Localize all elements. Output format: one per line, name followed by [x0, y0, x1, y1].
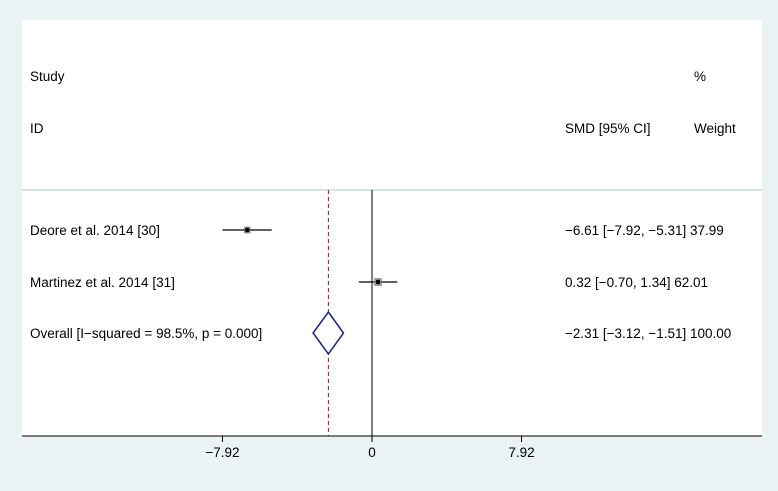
study-label: Deore et al. 2014 [30] — [30, 223, 160, 238]
study-row: Martinez et al. 2014 [31] 0.32 [−0.70, 1… — [30, 275, 708, 290]
point-estimate — [244, 227, 250, 233]
overall-label: Overall [I−squared = 98.5%, p = 0.000] — [30, 326, 262, 341]
x-tick-label: −7.92 — [205, 445, 239, 460]
plot-area — [22, 20, 762, 436]
x-axis-ticks: −7.92 0 7.92 — [205, 436, 535, 460]
overall-ci-text: −2.31 [−3.12, −1.51] 100.00 — [565, 326, 731, 341]
header-percent: % — [694, 69, 706, 84]
x-tick-label: 7.92 — [508, 445, 534, 460]
overall-diamond — [312, 310, 345, 356]
study-ci-text: 0.32 [−0.70, 1.34] 62.01 — [565, 275, 708, 290]
study-label: Martinez et al. 2014 [31] — [30, 275, 175, 290]
header-smd-ci: SMD [95% CI] — [565, 121, 651, 136]
study-row: Deore et al. 2014 [30] −6.61 [−7.92, −5.… — [30, 223, 724, 238]
point-estimate — [375, 279, 381, 285]
overall-row: Overall [I−squared = 98.5%, p = 0.000] −… — [30, 310, 731, 356]
study-ci-text: −6.61 [−7.92, −5.31] 37.99 — [565, 223, 724, 238]
x-tick-label: 0 — [368, 445, 376, 460]
header-study: Study — [30, 69, 65, 84]
header-weight: Weight — [694, 121, 736, 136]
header-id: ID — [30, 121, 44, 136]
